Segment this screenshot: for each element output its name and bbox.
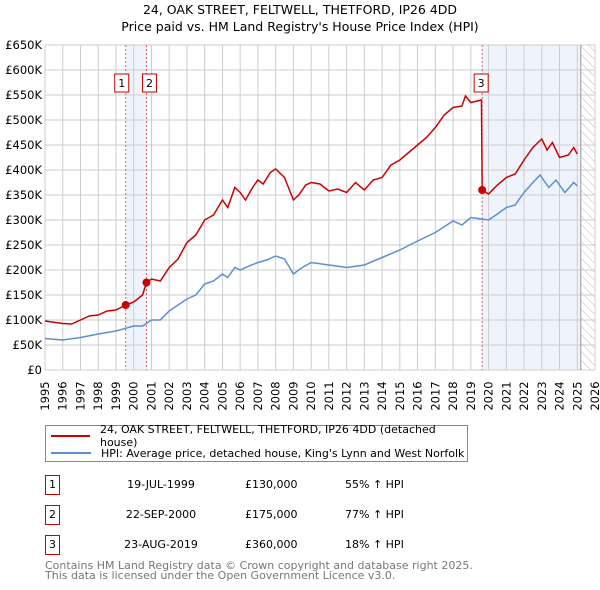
x-tick-label: 2017 [428, 381, 442, 410]
x-tick-label: 2023 [535, 381, 549, 410]
sale-label-box [114, 73, 130, 93]
series-line [44, 173, 578, 341]
x-tick-label: 2016 [411, 381, 425, 410]
y-tick-label: £450K [5, 138, 42, 152]
y-tick-label: £650K [5, 38, 42, 52]
x-tick-label: 2008 [269, 381, 283, 410]
x-tick-label: 2024 [553, 381, 567, 410]
x-tick-label: 2001 [144, 381, 158, 410]
legend-label: 24, OAK STREET, FELTWELL, THETFORD, IP26… [99, 423, 436, 449]
x-tick-label: 2002 [162, 381, 176, 410]
sale-label: 2 [146, 77, 153, 90]
x-tick-label: 1996 [56, 381, 70, 410]
sale-price: £175,000 [245, 508, 298, 521]
x-tick-label: 2019 [464, 381, 478, 410]
x-tick-label: 2009 [286, 381, 300, 410]
sale-hpi-diff: 55% ↑ HPI [345, 478, 404, 491]
legend-swatch-blue [51, 452, 91, 454]
y-tick-label: £100K [5, 313, 42, 327]
sale-price: £360,000 [245, 538, 298, 551]
sale-hpi-diff: 77% ↑ HPI [345, 508, 404, 521]
price-chart: 1995 1996 1997 1998 1999 2000 2001 2002 2003 2004… [5, 38, 600, 411]
x-tick-label: 2011 [322, 381, 336, 410]
shaded-period [482, 45, 581, 370]
x-tick-label: 1998 [91, 381, 105, 410]
chart-subtitle: Price paid vs. HM Land Registry's House … [121, 19, 479, 34]
y-tick-label: £600K [5, 63, 42, 77]
sale-point [478, 186, 487, 194]
y-tick-label: £550K [5, 88, 42, 102]
sale-hpi-diff: 18% ↑ HPI [345, 538, 404, 551]
y-tick-label: £300K [5, 213, 42, 227]
sale-date: 22-SEP-2000 [125, 508, 197, 521]
x-tick-label: 2020 [482, 381, 496, 410]
y-tick-label: £0 [27, 363, 42, 377]
y-tick-label: £500K [5, 113, 42, 127]
x-tick-label: 2018 [446, 381, 460, 410]
x-tick-label: 2003 [180, 381, 194, 410]
x-tick-label: 1997 [73, 381, 87, 410]
legend-item-property: 24, OAK STREET, FELTWELL, THETFORD, IP26… [46, 423, 467, 449]
sale-label: 3 [478, 77, 485, 90]
legend-item-hpi: HPI: Average price, detached house, King… [46, 445, 464, 461]
legend-swatch-red [51, 435, 90, 437]
forecast-hatch [580, 45, 595, 370]
sale-marker-box: 3 [45, 535, 60, 555]
sale-marker-box: 1 [45, 475, 60, 495]
x-tick-label: 2000 [127, 381, 141, 410]
x-tick-label: 2015 [393, 381, 407, 410]
legend-label: HPI: Average price, detached house, King… [101, 446, 465, 460]
x-tick-label: 2025 [570, 381, 584, 410]
table-row: 3 23-AUG-2019 £360,000 18% ↑ HPI [45, 535, 465, 555]
x-tick-label: 1995 [38, 381, 52, 410]
x-tick-label: 1999 [109, 381, 123, 410]
table-row: 2 22-SEP-2000 £175,000 77% ↑ HPI [45, 505, 465, 525]
x-tick-label: 2005 [215, 381, 229, 410]
sale-label: 1 [118, 77, 125, 90]
x-tick-label: 2013 [357, 381, 371, 410]
x-tick-label: 2004 [198, 381, 212, 410]
y-tick-label: £250K [5, 238, 42, 252]
x-tick-label: 2014 [375, 381, 389, 410]
y-tick-label: £200K [5, 263, 42, 277]
x-tick-label: 2012 [340, 381, 354, 410]
table-row: 1 19-JUL-1999 £130,000 55% ↑ HPI [45, 475, 465, 495]
legend: 24, OAK STREET, FELTWELL, THETFORD, IP26… [45, 423, 468, 462]
footer-copyright: Contains HM Land Registry data © Crown c… [45, 559, 473, 572]
x-tick-label: 2006 [233, 381, 247, 410]
sale-point [142, 278, 151, 287]
x-tick-label: 2026 [588, 381, 600, 410]
shaded-period [125, 45, 147, 370]
sale-date: 23-AUG-2019 [124, 538, 198, 551]
y-tick-label: £150K [5, 288, 42, 302]
y-tick-label: £350K [5, 188, 42, 202]
x-tick-label: 2022 [517, 381, 531, 410]
y-tick-label: £400K [5, 163, 42, 177]
sale-marker-box: 2 [45, 505, 60, 525]
x-tick-label: 2010 [304, 381, 318, 410]
sale-label-box [473, 73, 489, 93]
x-tick-label: 2021 [499, 381, 513, 410]
y-tick-label: £50K [13, 338, 43, 352]
chart-title: 24, OAK STREET, FELTWELL, THETFORD, IP26… [142, 2, 458, 17]
x-tick-label: 2007 [251, 381, 265, 410]
footer-licence: This data is licensed under the Open Gov… [45, 569, 396, 582]
sale-date: 19-JUL-1999 [127, 478, 195, 491]
sale-label-box [141, 73, 157, 93]
sale-point [121, 301, 130, 309]
sale-price: £130,000 [245, 478, 298, 491]
